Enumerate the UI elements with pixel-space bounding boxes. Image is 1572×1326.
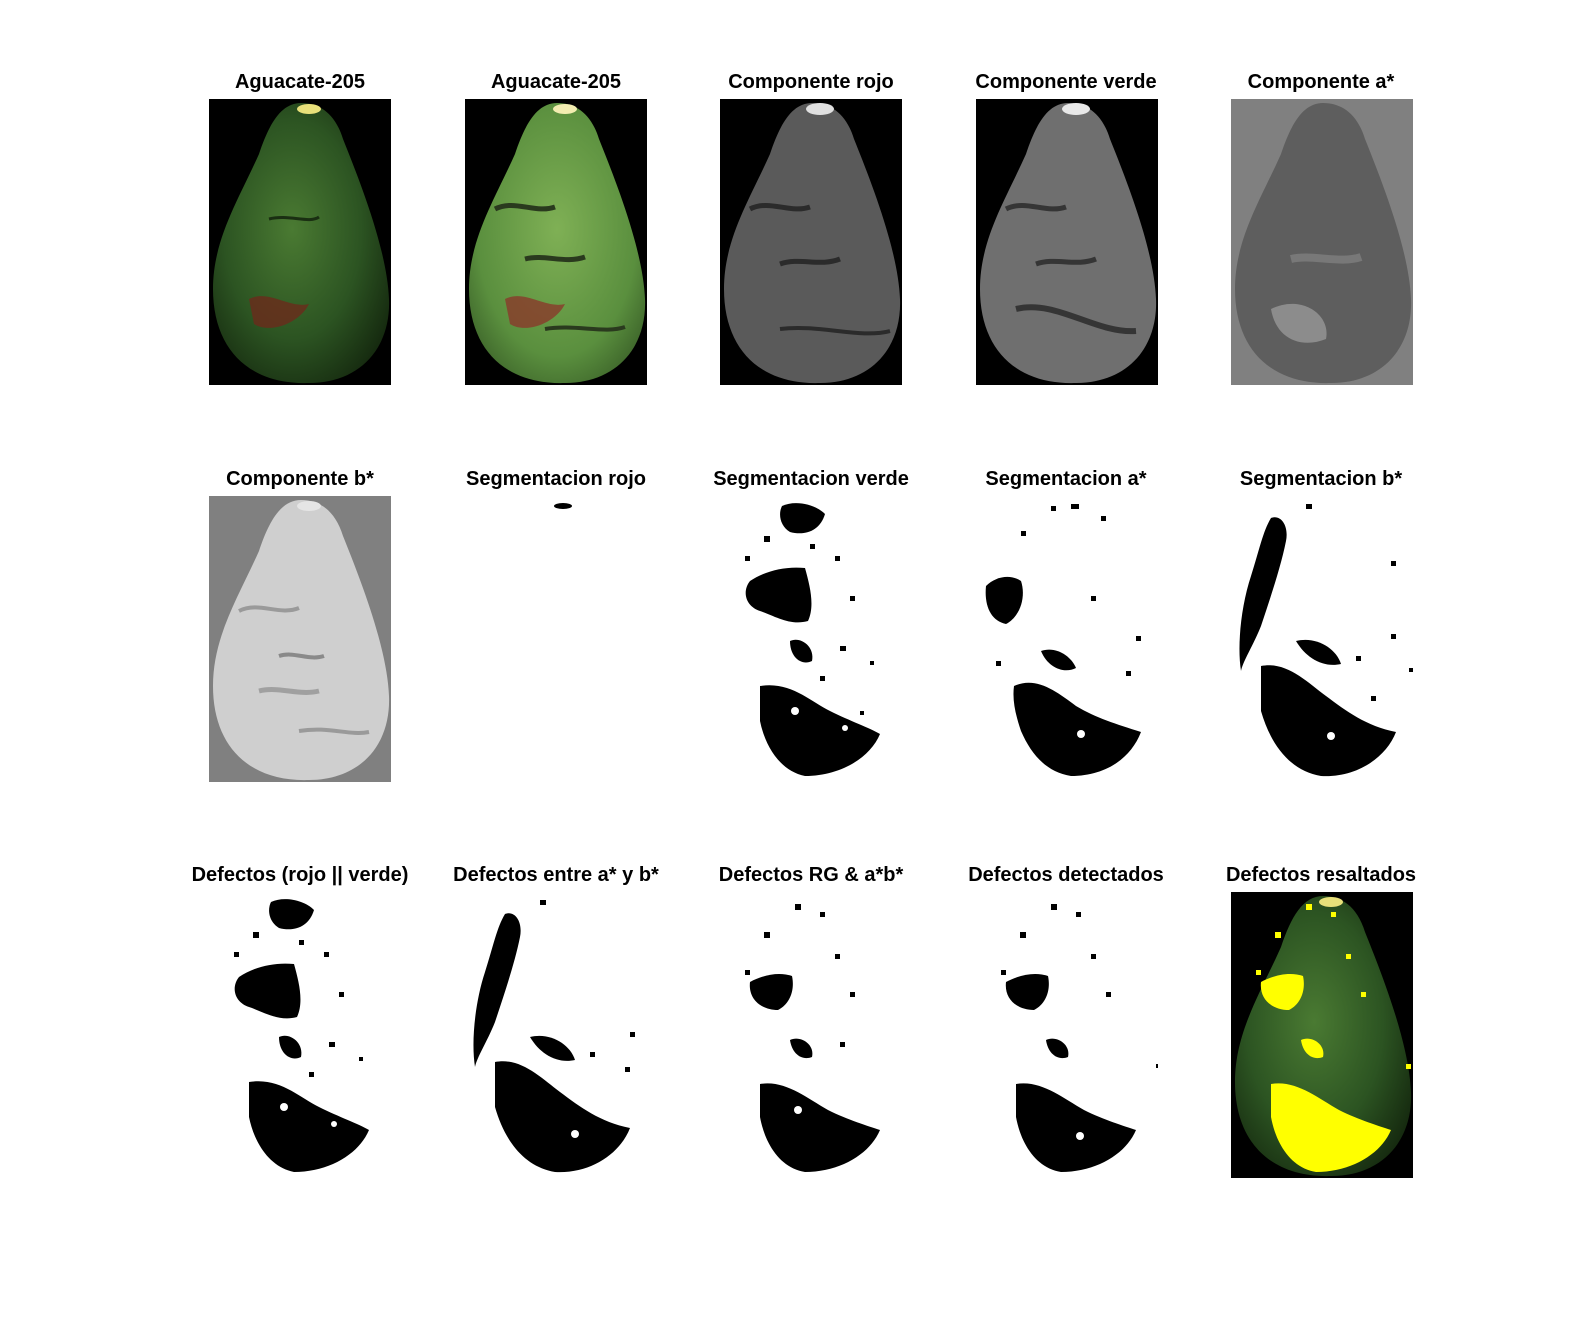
defects-highlighted-image xyxy=(1231,892,1413,1178)
panel-title-8: Segmentacion verde xyxy=(713,468,909,490)
panel-title-2: Aguacate-205 xyxy=(490,71,622,93)
red-component-image xyxy=(720,99,902,385)
b-star-segmentation-image xyxy=(1231,496,1413,782)
red-segmentation-image xyxy=(465,496,647,782)
green-component-image xyxy=(976,99,1158,385)
panel-title-15: Defectos resaltados xyxy=(1225,864,1417,886)
defects-rg-and-ab-image xyxy=(720,892,902,1178)
b-star-component-image xyxy=(209,496,391,782)
panel-title-7: Segmentacion rojo xyxy=(465,468,647,490)
a-star-component-image xyxy=(1231,99,1413,385)
panel-title-11: Defectos (rojo || verde) xyxy=(191,864,409,886)
green-segmentation-image xyxy=(720,496,902,782)
a-star-segmentation-image xyxy=(976,496,1158,782)
panel-title-9: Segmentacion a* xyxy=(985,468,1147,490)
defects-a-b-image xyxy=(465,892,647,1178)
defects-red-or-green-image xyxy=(209,892,391,1178)
panel-title-12: Defectos entre a* y b* xyxy=(453,864,659,886)
panel-title-3: Componente rojo xyxy=(728,71,894,93)
panel-title-13: Defectos RG & a*b* xyxy=(718,864,904,886)
panel-title-14: Defectos detectados xyxy=(968,864,1164,886)
panel-title-1: Aguacate-205 xyxy=(234,71,366,93)
panel-title-6: Componente b* xyxy=(226,468,374,490)
defects-detected-image xyxy=(976,892,1158,1178)
avocado-filtered-image xyxy=(465,99,647,385)
panel-title-5: Componente a* xyxy=(1247,71,1395,93)
avocado-original-image xyxy=(209,99,391,385)
panel-title-4: Componente verde xyxy=(975,71,1157,93)
panel-title-10: Segmentacion b* xyxy=(1239,468,1403,490)
